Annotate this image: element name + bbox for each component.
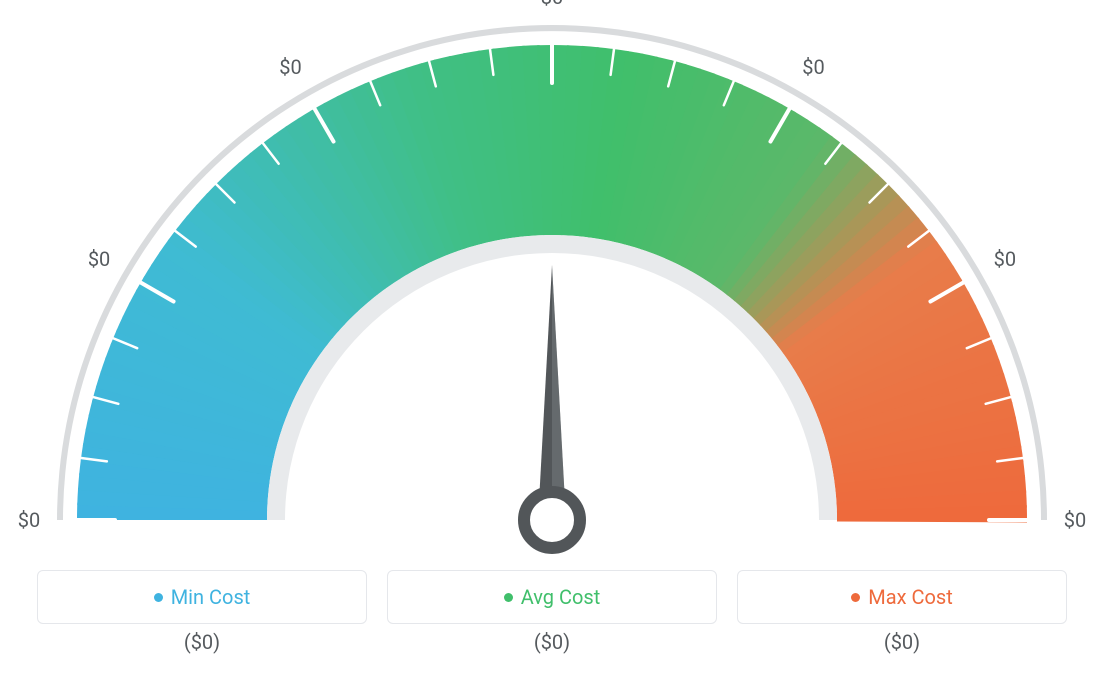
legend-min-box: Min Cost: [37, 570, 367, 624]
legend-values-row: ($0) ($0) ($0): [37, 630, 1067, 654]
gauge: $0 $0 $0 $0 $0 $0 $0: [0, 0, 1104, 560]
gauge-chart-container: $0 $0 $0 $0 $0 $0 $0 Min Cost Avg Cost Max Cos…: [0, 0, 1104, 690]
legend-min-label: Min Cost: [171, 585, 251, 609]
gauge-svg: [0, 0, 1104, 560]
legend-min-value: ($0): [37, 630, 367, 654]
gauge-tick-label: $0: [1064, 508, 1086, 532]
legend-avg-box: Avg Cost: [387, 570, 717, 624]
legend-dot-max: [851, 593, 860, 602]
legend-max-label: Max Cost: [868, 585, 953, 609]
legend-max-value: ($0): [737, 630, 1067, 654]
gauge-tick-label: $0: [994, 247, 1016, 271]
legend-avg-label: Avg Cost: [521, 585, 601, 609]
gauge-tick-label: $0: [802, 55, 824, 79]
legend-dot-avg: [504, 593, 513, 602]
gauge-tick-label: $0: [88, 247, 110, 271]
legend-dot-min: [154, 593, 163, 602]
gauge-tick-label: $0: [18, 508, 40, 532]
legend-avg-value: ($0): [387, 630, 717, 654]
gauge-tick-label: $0: [279, 55, 301, 79]
legend-labels-row: Min Cost Avg Cost Max Cost: [37, 570, 1067, 624]
gauge-tick-label: $0: [541, 0, 563, 9]
legend-max-box: Max Cost: [737, 570, 1067, 624]
